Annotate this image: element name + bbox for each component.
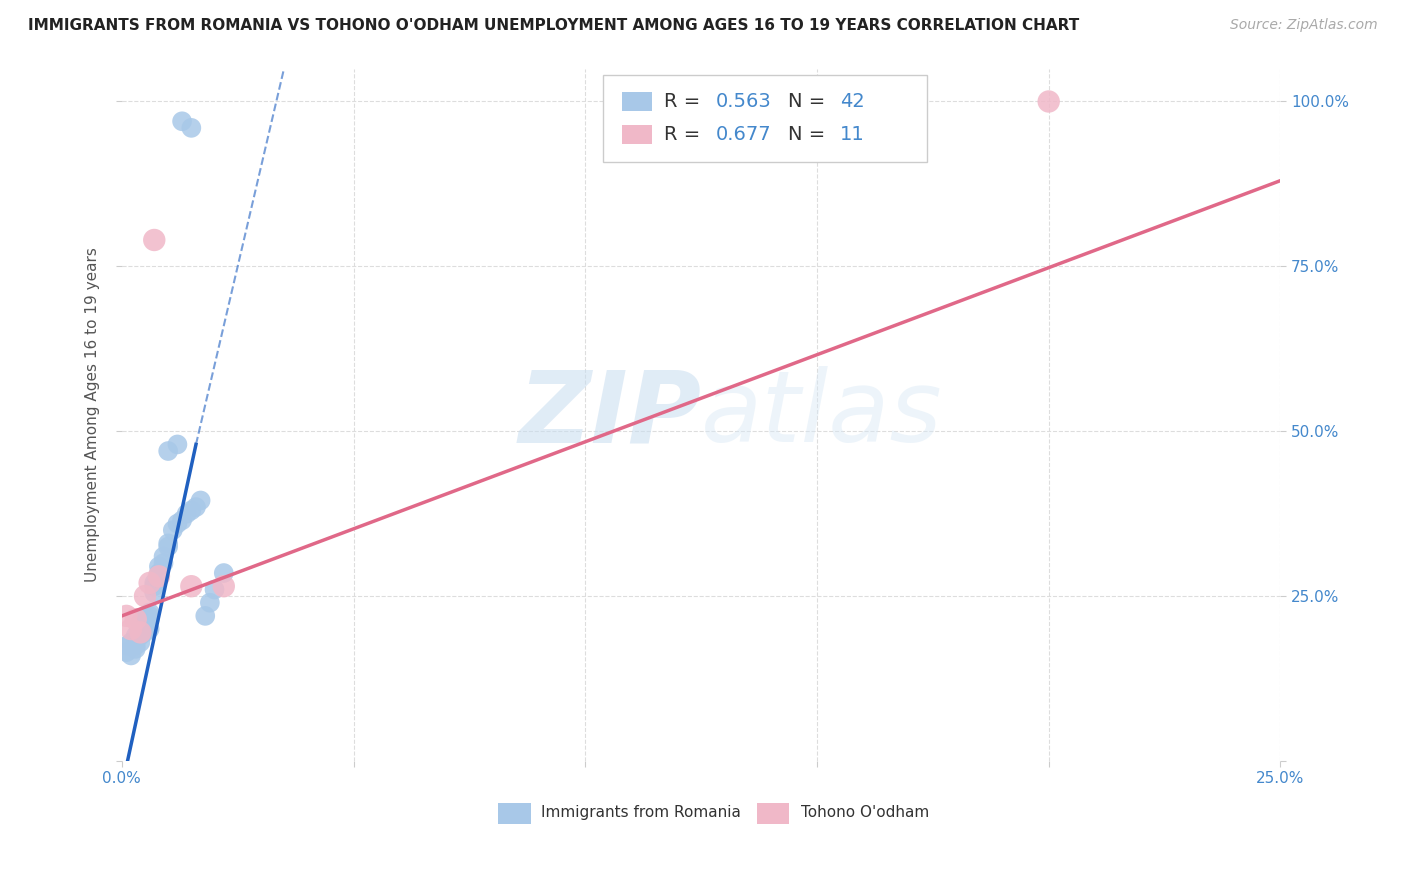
Point [148, 559, 170, 574]
Point [212, 566, 235, 580]
Point [212, 579, 235, 593]
Point [157, 540, 180, 554]
FancyBboxPatch shape [756, 803, 789, 824]
Text: 11: 11 [841, 125, 865, 144]
Point [115, 645, 138, 659]
Point [134, 608, 156, 623]
Point [120, 648, 142, 663]
Point [143, 586, 166, 600]
Point [134, 622, 156, 636]
Point [129, 615, 152, 630]
Point [157, 444, 180, 458]
Point [129, 629, 152, 643]
Point [204, 582, 226, 597]
Point [170, 114, 193, 128]
Point [138, 608, 160, 623]
Point [125, 612, 148, 626]
Text: Immigrants from Romania: Immigrants from Romania [541, 805, 741, 821]
Point [134, 625, 156, 640]
Point [162, 523, 184, 537]
Point [166, 516, 188, 531]
Point [115, 639, 138, 653]
Point [120, 622, 142, 636]
Point [129, 635, 152, 649]
Point [143, 579, 166, 593]
Point [125, 641, 148, 656]
Text: Tohono O'odham: Tohono O'odham [801, 805, 929, 821]
Point [176, 507, 198, 521]
FancyBboxPatch shape [603, 76, 927, 162]
Text: N =: N = [787, 92, 831, 112]
Point [170, 513, 193, 527]
Point [194, 608, 217, 623]
FancyBboxPatch shape [498, 803, 531, 824]
Text: atlas: atlas [702, 367, 943, 463]
Point [134, 615, 156, 630]
Point [143, 233, 166, 247]
Point [180, 120, 202, 135]
Point [166, 437, 188, 451]
Text: 0.563: 0.563 [716, 92, 772, 112]
Text: 42: 42 [841, 92, 865, 112]
Text: Source: ZipAtlas.com: Source: ZipAtlas.com [1230, 18, 1378, 32]
Text: N =: N = [787, 125, 831, 144]
Y-axis label: Unemployment Among Ages 16 to 19 years: Unemployment Among Ages 16 to 19 years [86, 247, 100, 582]
Text: ZIP: ZIP [519, 367, 702, 463]
Point [180, 579, 202, 593]
Text: IMMIGRANTS FROM ROMANIA VS TOHONO O'ODHAM UNEMPLOYMENT AMONG AGES 16 TO 19 YEARS: IMMIGRANTS FROM ROMANIA VS TOHONO O'ODHA… [28, 18, 1080, 33]
Point [143, 575, 166, 590]
Point [138, 622, 160, 636]
FancyBboxPatch shape [623, 92, 652, 112]
Point [190, 493, 212, 508]
Point [125, 629, 148, 643]
Point [148, 569, 170, 583]
Point [138, 575, 160, 590]
Point [157, 536, 180, 550]
Text: R =: R = [664, 125, 707, 144]
Point [184, 500, 207, 514]
Point [148, 566, 170, 580]
FancyBboxPatch shape [623, 125, 652, 144]
Point [1038, 95, 1060, 109]
Text: R =: R = [664, 92, 707, 112]
Point [125, 639, 148, 653]
Point [138, 612, 160, 626]
Point [152, 549, 174, 564]
Point [152, 556, 174, 570]
Point [138, 606, 160, 620]
Text: 0.677: 0.677 [716, 125, 772, 144]
Point [134, 589, 156, 603]
Point [120, 635, 142, 649]
Point [180, 503, 202, 517]
Point [198, 596, 221, 610]
Point [129, 625, 152, 640]
Point [115, 608, 138, 623]
